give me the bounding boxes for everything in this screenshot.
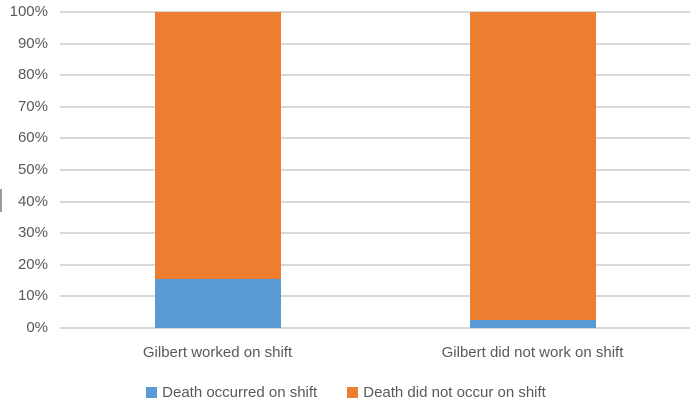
bar-segment <box>154 278 281 328</box>
gridline <box>60 11 690 13</box>
gridline <box>60 74 690 77</box>
y-tick-label: 70% <box>17 97 48 115</box>
legend-label: Death did not occur on shift <box>363 384 546 401</box>
x-category-label: Gilbert did not work on shift <box>441 344 624 361</box>
gridline <box>60 200 690 203</box>
bar-segment <box>469 320 596 328</box>
y-tick-label: 10% <box>17 287 48 305</box>
gridline <box>60 263 690 266</box>
bar-2 <box>469 12 596 328</box>
legend-swatch-icon <box>146 387 158 398</box>
bar-1 <box>154 12 281 328</box>
y-tick-label: 30% <box>17 224 48 242</box>
gridline <box>60 42 690 45</box>
legend-label: Death occurred on shift <box>162 384 318 401</box>
legend-item: Death did not occur on shift <box>347 384 546 401</box>
legend: Death occurred on shift Death did not occ… <box>0 384 692 401</box>
y-tick-label: 90% <box>17 34 48 52</box>
legend-swatch-icon <box>347 387 359 398</box>
gridline <box>60 232 690 235</box>
y-tick-label: 20% <box>17 255 48 273</box>
gridline <box>60 295 690 298</box>
gridline <box>60 327 690 329</box>
y-tick-label: 50% <box>17 161 48 178</box>
gridline <box>60 105 690 108</box>
gridline <box>60 169 690 171</box>
legend-item: Death occurred on shift <box>146 384 317 401</box>
bar-segment <box>469 12 596 321</box>
bar-segment <box>154 12 281 279</box>
y-tick-label: 40% <box>17 192 48 210</box>
y-tick-label: 100% <box>9 3 48 20</box>
clipped-y-axis-title-fragment <box>0 189 2 212</box>
y-tick-label: 60% <box>17 129 48 147</box>
y-tick-label: 80% <box>17 66 48 84</box>
x-category-label: Gilbert worked on shift <box>142 344 293 361</box>
y-tick-label: 0% <box>26 319 48 336</box>
gridline <box>60 137 690 140</box>
